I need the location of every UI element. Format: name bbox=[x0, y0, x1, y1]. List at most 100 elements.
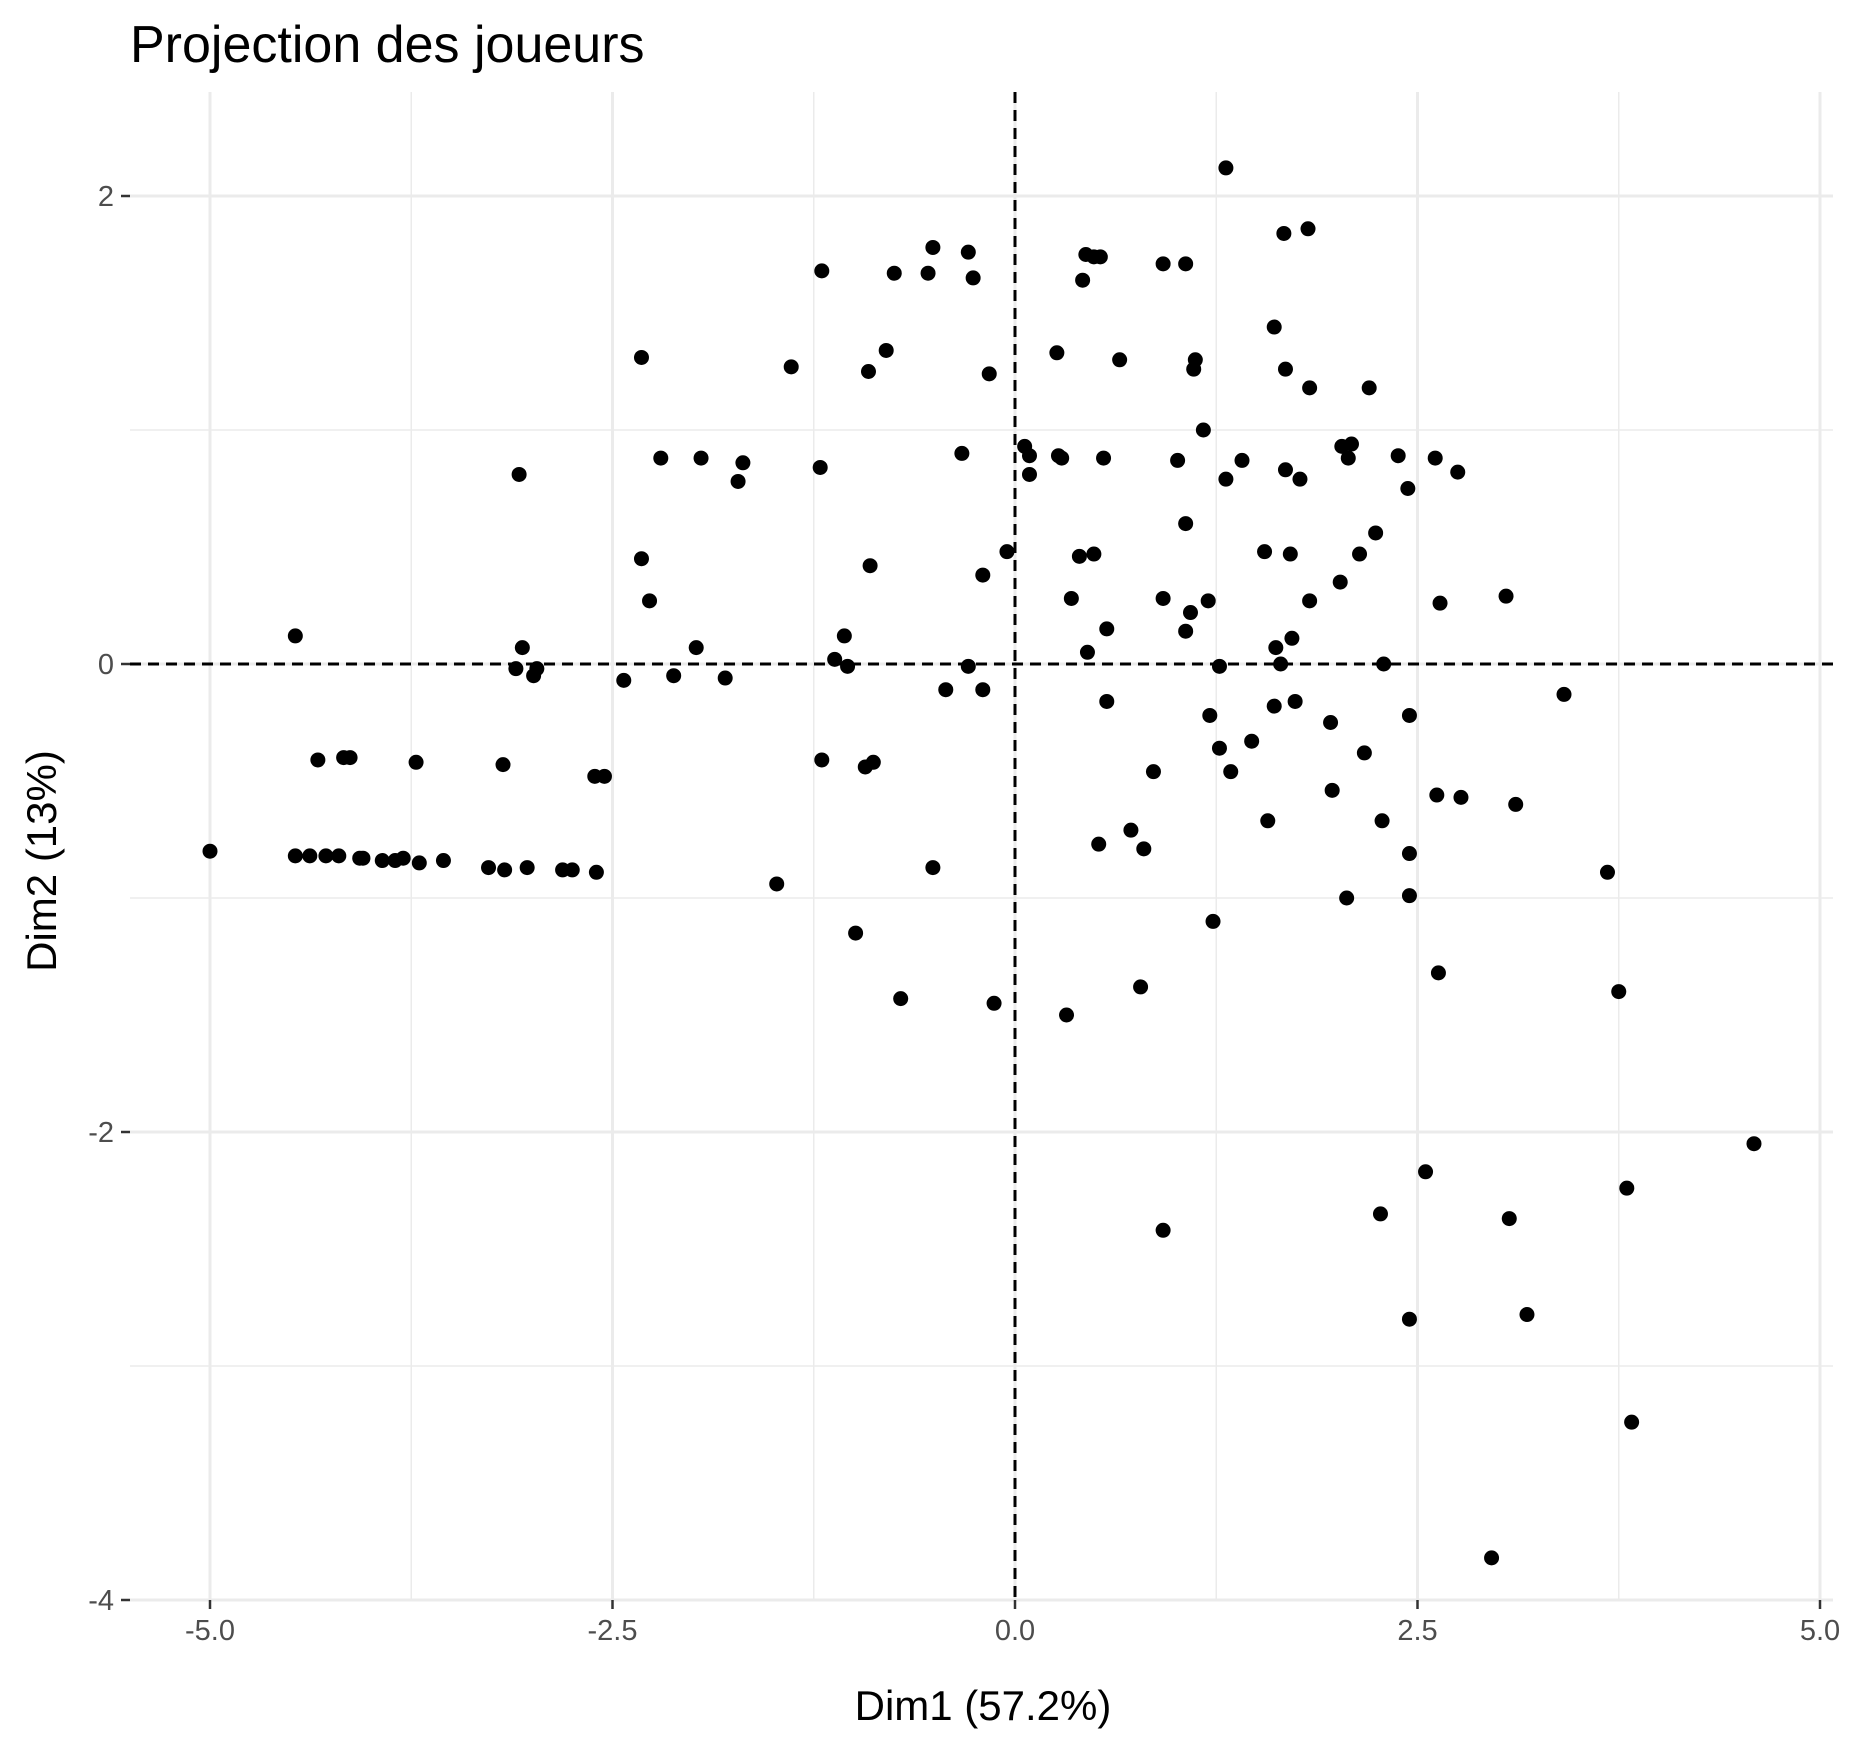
data-point bbox=[1218, 471, 1234, 487]
data-point bbox=[395, 850, 411, 866]
data-point bbox=[1374, 813, 1390, 829]
data-point bbox=[374, 853, 390, 869]
data-point bbox=[848, 925, 864, 941]
data-point bbox=[1376, 656, 1392, 672]
x-axis-title: Dim1 (57.2%) bbox=[855, 1682, 1112, 1729]
data-point bbox=[999, 544, 1015, 560]
data-point bbox=[693, 450, 709, 466]
data-point bbox=[1223, 764, 1239, 780]
data-point bbox=[814, 752, 830, 768]
data-point bbox=[975, 567, 991, 583]
data-point bbox=[495, 757, 511, 773]
data-point bbox=[529, 661, 545, 677]
data-point bbox=[1187, 352, 1203, 368]
data-point bbox=[1182, 605, 1198, 621]
data-point bbox=[1099, 693, 1115, 709]
data-point bbox=[1324, 782, 1340, 798]
data-point bbox=[1079, 644, 1095, 660]
data-point bbox=[1205, 913, 1221, 929]
data-point bbox=[1287, 693, 1303, 709]
data-point bbox=[865, 754, 881, 770]
data-point bbox=[1429, 787, 1445, 803]
data-point bbox=[1136, 841, 1152, 857]
data-point bbox=[355, 850, 371, 866]
data-point bbox=[1211, 658, 1227, 674]
data-point bbox=[1498, 588, 1514, 604]
data-point bbox=[840, 658, 856, 674]
data-point bbox=[827, 651, 843, 667]
data-point bbox=[1277, 361, 1293, 377]
data-point bbox=[318, 848, 334, 864]
data-point bbox=[331, 848, 347, 864]
data-point bbox=[1170, 452, 1186, 468]
data-point bbox=[596, 768, 612, 784]
data-point bbox=[1234, 452, 1250, 468]
data-point bbox=[1401, 888, 1417, 904]
x-tick-label: 5.0 bbox=[1800, 1615, 1840, 1647]
data-point bbox=[653, 450, 669, 466]
data-point bbox=[1343, 436, 1359, 452]
data-point bbox=[925, 860, 941, 876]
data-point bbox=[1178, 623, 1194, 639]
data-point bbox=[1096, 450, 1112, 466]
x-tick-label: -5.0 bbox=[185, 1615, 235, 1647]
data-point bbox=[960, 244, 976, 260]
minor-gridlines bbox=[130, 92, 1833, 1600]
data-point bbox=[1432, 595, 1448, 611]
data-point bbox=[1619, 1180, 1635, 1196]
data-point bbox=[717, 670, 733, 686]
x-tick-label: 0.0 bbox=[995, 1615, 1035, 1647]
y-tick-label: -4 bbox=[88, 1585, 114, 1617]
data-point bbox=[1501, 1211, 1517, 1227]
data-point bbox=[1112, 352, 1128, 368]
data-point bbox=[836, 628, 852, 644]
data-point bbox=[1145, 764, 1161, 780]
data-point bbox=[1155, 256, 1171, 272]
data-point bbox=[1133, 979, 1149, 995]
data-point bbox=[302, 848, 318, 864]
y-tick-label: 0 bbox=[98, 649, 114, 681]
data-point bbox=[1257, 544, 1273, 560]
data-point bbox=[735, 455, 751, 471]
data-point bbox=[814, 263, 830, 279]
data-point bbox=[1200, 593, 1216, 609]
data-point bbox=[1302, 593, 1318, 609]
data-point bbox=[1450, 464, 1466, 480]
data-point bbox=[508, 661, 524, 677]
y-tick-label: 2 bbox=[98, 181, 114, 213]
data-point bbox=[1260, 813, 1276, 829]
data-point bbox=[1202, 707, 1218, 723]
data-point bbox=[1195, 422, 1211, 438]
data-point bbox=[1361, 380, 1377, 396]
data-point bbox=[1284, 630, 1300, 646]
data-point bbox=[1155, 590, 1171, 606]
data-point bbox=[981, 366, 997, 382]
data-point bbox=[1453, 789, 1469, 805]
data-point bbox=[1356, 745, 1372, 761]
data-point bbox=[960, 658, 976, 674]
x-tick-label: 2.5 bbox=[1397, 1615, 1437, 1647]
data-point bbox=[1624, 1414, 1640, 1430]
data-point bbox=[1508, 796, 1524, 812]
data-point bbox=[954, 445, 970, 461]
data-point bbox=[1339, 890, 1355, 906]
data-point bbox=[812, 459, 828, 475]
data-point bbox=[769, 876, 785, 892]
y-tick-label: -2 bbox=[88, 1117, 114, 1149]
data-point bbox=[1323, 715, 1339, 730]
data-point bbox=[1059, 1007, 1075, 1023]
data-point bbox=[666, 668, 682, 684]
data-point bbox=[1519, 1307, 1535, 1323]
data-point bbox=[1054, 450, 1070, 466]
y-axis-ticks: -4 -2 0 2 bbox=[88, 181, 130, 1617]
data-point bbox=[633, 349, 649, 365]
data-point bbox=[616, 672, 632, 688]
data-point bbox=[1746, 1136, 1762, 1152]
data-point bbox=[1092, 249, 1108, 265]
data-point bbox=[633, 551, 649, 567]
data-point bbox=[1268, 640, 1284, 656]
data-point bbox=[878, 342, 894, 358]
data-point bbox=[860, 364, 876, 379]
data-point bbox=[783, 359, 799, 375]
